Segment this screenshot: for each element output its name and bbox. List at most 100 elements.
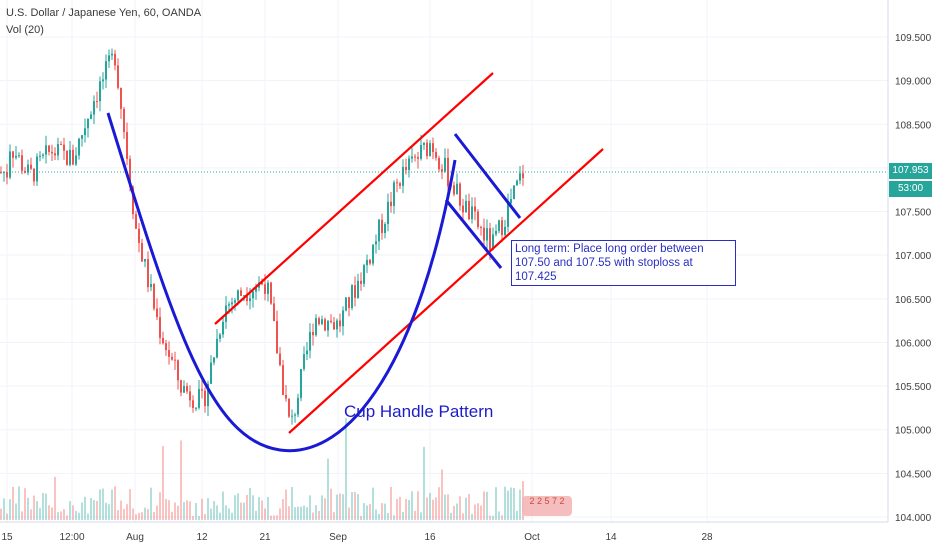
- candle-body: [501, 220, 503, 236]
- volume-bar: [234, 495, 236, 520]
- volume-bar: [402, 511, 404, 520]
- channel-upper-line[interactable]: [214, 72, 494, 325]
- price-tick-label: 107.500: [895, 208, 932, 219]
- volume-bar: [336, 494, 338, 520]
- candle-body: [318, 318, 320, 325]
- candle-body: [90, 114, 92, 119]
- volume-bar: [156, 505, 158, 520]
- volume-bar: [207, 498, 209, 520]
- candle-body: [276, 321, 278, 354]
- candle-body: [327, 320, 329, 331]
- volume-bar: [42, 493, 44, 520]
- volume-bar: [195, 503, 197, 520]
- candle-body: [111, 53, 113, 56]
- candle-body: [507, 203, 509, 227]
- cup-handle-label[interactable]: Cup Handle Pattern: [344, 402, 494, 421]
- price-tick-label: 104.000: [895, 513, 932, 524]
- volume-bar: [423, 446, 425, 520]
- candle-body: [495, 230, 497, 235]
- candle-body: [114, 53, 116, 66]
- candle-body: [138, 228, 140, 243]
- volume-bar: [186, 500, 188, 520]
- volume-bar: [189, 501, 191, 520]
- volume-bar: [123, 509, 125, 520]
- volume-bar: [300, 506, 302, 520]
- volume-bar: [159, 492, 161, 520]
- volume-bar: [381, 503, 383, 520]
- candle-body: [345, 297, 347, 311]
- candle-body: [6, 172, 8, 178]
- volume-bar: [441, 469, 443, 520]
- candle-body: [480, 227, 482, 229]
- price-axis[interactable]: 104.000 104.500 105.000 105.500 106.000 106.5…: [895, 33, 932, 524]
- volume-bar: [246, 494, 248, 520]
- volume-bar: [273, 515, 275, 520]
- volume-bar: [204, 514, 206, 520]
- candle-body: [96, 101, 98, 103]
- volume-bar: [225, 505, 227, 520]
- volume-bar: [237, 493, 239, 520]
- volume-bar: [489, 515, 491, 520]
- handle-lower-line[interactable]: [444, 199, 503, 269]
- candle-body: [324, 319, 326, 331]
- candle-body: [153, 284, 155, 309]
- volume-bar: [366, 505, 368, 520]
- volume-bar: [162, 445, 164, 520]
- volume-bar: [9, 499, 11, 520]
- volume-bar: [102, 488, 104, 520]
- candle-body: [69, 149, 71, 165]
- candle-body: [39, 155, 41, 157]
- volume-bar: [447, 494, 449, 520]
- volume-bar: [390, 486, 392, 520]
- volume-bar: [81, 502, 83, 520]
- candle-body: [21, 155, 23, 171]
- candle-body: [120, 87, 122, 109]
- volume-bar: [264, 508, 266, 520]
- volume-bar: [21, 511, 23, 520]
- candle-body: [429, 143, 431, 157]
- volume-bar: [510, 487, 512, 520]
- volume-bar: [456, 503, 458, 520]
- volume-bar: [342, 494, 344, 520]
- candle-body: [456, 183, 458, 195]
- price-tick-label: 107.000: [895, 251, 932, 262]
- candle-body: [267, 282, 269, 294]
- candle-body: [150, 284, 152, 288]
- candle-body: [375, 241, 377, 245]
- volume-bar: [69, 501, 71, 520]
- volume-bar: [192, 515, 194, 520]
- drawing-layer[interactable]: [106, 72, 604, 453]
- candle-body: [252, 291, 254, 299]
- volume-bar: [138, 512, 140, 520]
- candle-body: [522, 173, 524, 179]
- volume-legend: Vol (20): [6, 24, 44, 36]
- time-tick-label: 14: [605, 532, 617, 543]
- channel-lower-line[interactable]: [288, 148, 604, 434]
- candle-body: [66, 150, 68, 165]
- time-axis[interactable]: 15 12:00 Aug 12 21 Sep 16 Oct 14 28: [1, 532, 713, 543]
- candle-body: [54, 153, 56, 156]
- candle-body: [135, 214, 137, 229]
- volume-bar: [282, 499, 284, 520]
- candle-body: [402, 166, 404, 186]
- candle-body: [348, 297, 350, 308]
- volume-bar: [183, 502, 185, 520]
- trade-note-callout[interactable]: Long term: Place long order between 107.…: [511, 240, 736, 286]
- handle-upper-line[interactable]: [453, 133, 522, 219]
- volume-bar: [477, 503, 479, 520]
- candle-body: [441, 169, 443, 172]
- cup-curve[interactable]: [106, 112, 457, 453]
- volume-bar: [147, 509, 149, 520]
- candle-body: [459, 183, 461, 206]
- candle-body: [45, 145, 47, 155]
- candle-body: [300, 368, 302, 398]
- candle-body: [291, 415, 293, 417]
- volume-bar: [45, 493, 47, 520]
- candle-body: [504, 226, 506, 236]
- candle-body: [183, 385, 185, 393]
- candle-body: [3, 172, 5, 174]
- volume-bar: [15, 503, 17, 520]
- volume-bar: [240, 502, 242, 520]
- candle-body: [477, 211, 479, 228]
